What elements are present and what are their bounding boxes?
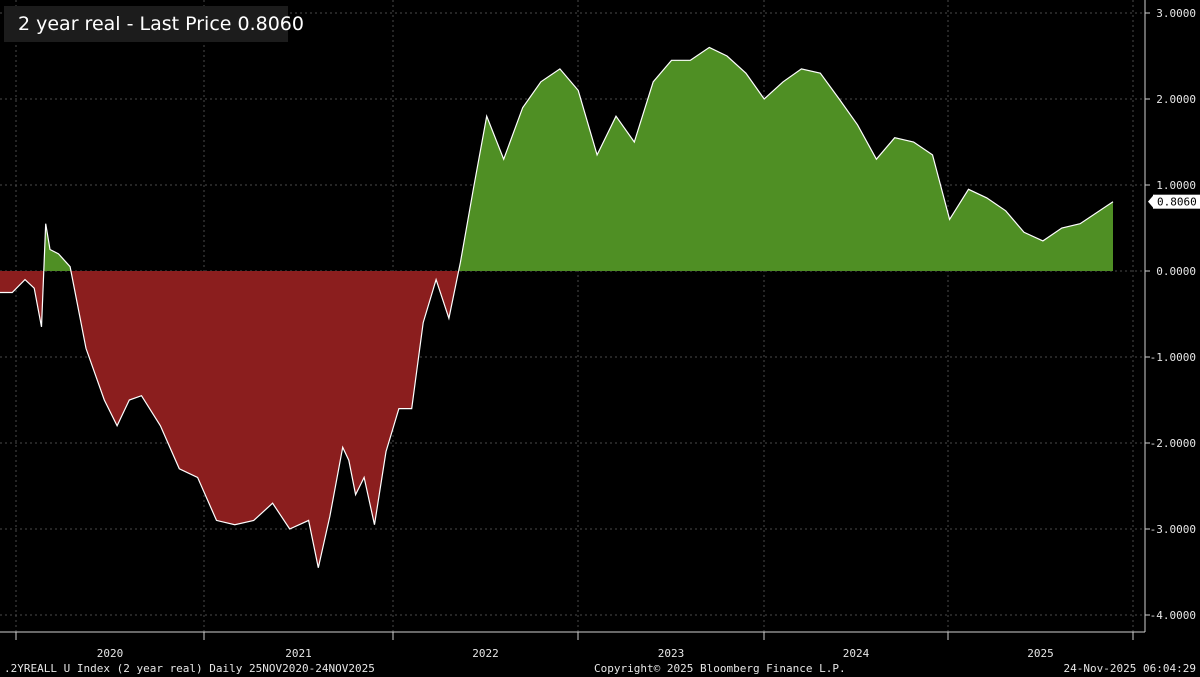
x-tick-label: 2024 xyxy=(843,647,870,660)
footer-timestamp: 24-Nov-2025 06:04:29 xyxy=(1063,662,1196,675)
area-fills xyxy=(0,47,1113,568)
y-tick-label: -4.0000 xyxy=(1150,609,1196,622)
x-axis-ticks: 2020 2021 2022 2023 2024 2025 xyxy=(15,632,1134,660)
y-axis-ticks: 3.0000 2.0000 1.0000 0.0000 -1.0000 -2.0000 -3… xyxy=(1145,7,1196,622)
footer-index-info: .2YREALL U Index (2 year real) Daily 25N… xyxy=(4,662,375,675)
x-tick-label: 2025 xyxy=(1027,647,1054,660)
x-tick-label: 2021 xyxy=(285,647,312,660)
x-tick-label: 2022 xyxy=(472,647,499,660)
y-tick-label: -1.0000 xyxy=(1150,351,1196,364)
y-tick-label: 2.0000 xyxy=(1156,93,1196,106)
y-tick-label: -2.0000 xyxy=(1150,437,1196,450)
y-tick-label: 1.0000 xyxy=(1156,179,1196,192)
last-price-pointer xyxy=(1148,194,1154,209)
legend-label: 2 year real - Last Price 0.8060 xyxy=(18,13,304,35)
y-tick-label: 3.0000 xyxy=(1156,7,1196,20)
axes xyxy=(0,0,1146,633)
y-tick-label: -3.0000 xyxy=(1150,523,1196,536)
series-line xyxy=(0,46,1114,568)
x-tick-label: 2023 xyxy=(658,647,685,660)
x-tick-label: 2020 xyxy=(97,647,124,660)
last-price-box xyxy=(1153,194,1200,209)
legend: 2 year real - Last Price 0.8060 xyxy=(4,6,304,42)
positive-area xyxy=(0,47,1113,271)
last-price-marker: 0.8060 xyxy=(1148,194,1200,209)
footer-copyright: Copyright© 2025 Bloomberg Finance L.P. xyxy=(594,662,846,675)
y-tick-label: 0.0000 xyxy=(1156,265,1196,278)
footer-bar: .2YREALL U Index (2 year real) Daily 25N… xyxy=(0,661,1200,677)
last-price-label: 0.8060 xyxy=(1157,196,1197,209)
negative-area xyxy=(0,271,1113,568)
price-series xyxy=(0,46,1114,568)
